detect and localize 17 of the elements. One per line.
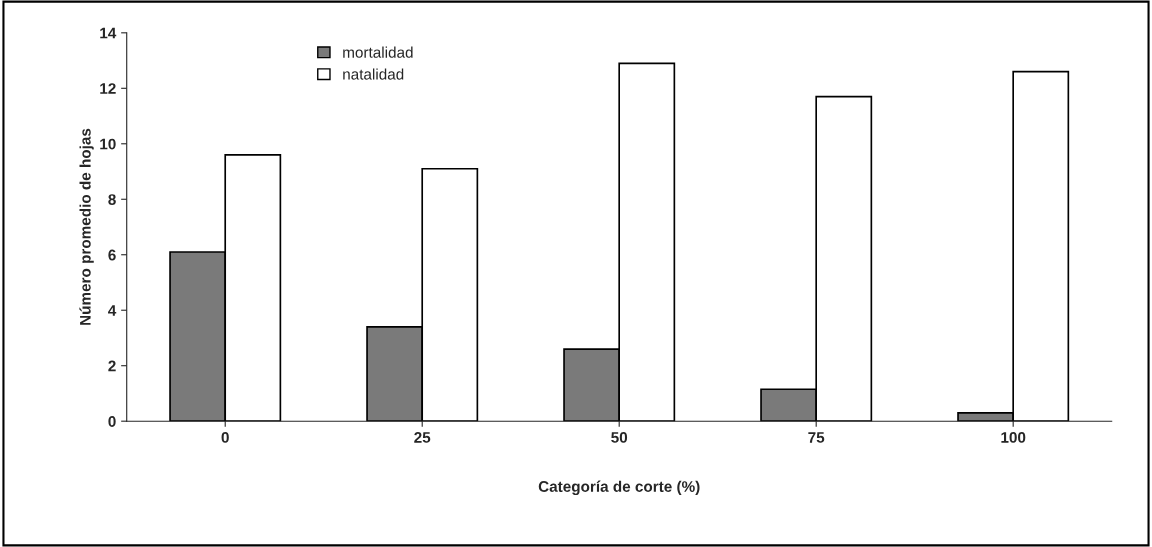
x-tick-label: 0 [221, 432, 229, 443]
y-tick-label: 8 [108, 194, 116, 205]
x-tick-label: 75 [808, 432, 825, 443]
y-tick-label: 6 [108, 249, 116, 261]
legend-label: mortalidad [343, 46, 413, 58]
x-tick-label: 100 [1001, 432, 1026, 443]
x-tick-label: 25 [414, 432, 431, 443]
y-tick-label: 14 [100, 27, 117, 39]
legend-label: natalidad [343, 68, 404, 80]
y-tick-label: 4 [108, 305, 117, 316]
x-tick-label: 50 [611, 432, 628, 443]
y-tick-label: 0 [108, 416, 116, 427]
x-axis-title: Categoría de corte (%) [538, 480, 700, 496]
y-tick-label: 10 [100, 138, 116, 150]
y-axis-title: Número promedio de hojas [79, 128, 94, 325]
y-tick-label: 2 [108, 360, 116, 372]
y-tick-label: 12 [100, 83, 116, 94]
